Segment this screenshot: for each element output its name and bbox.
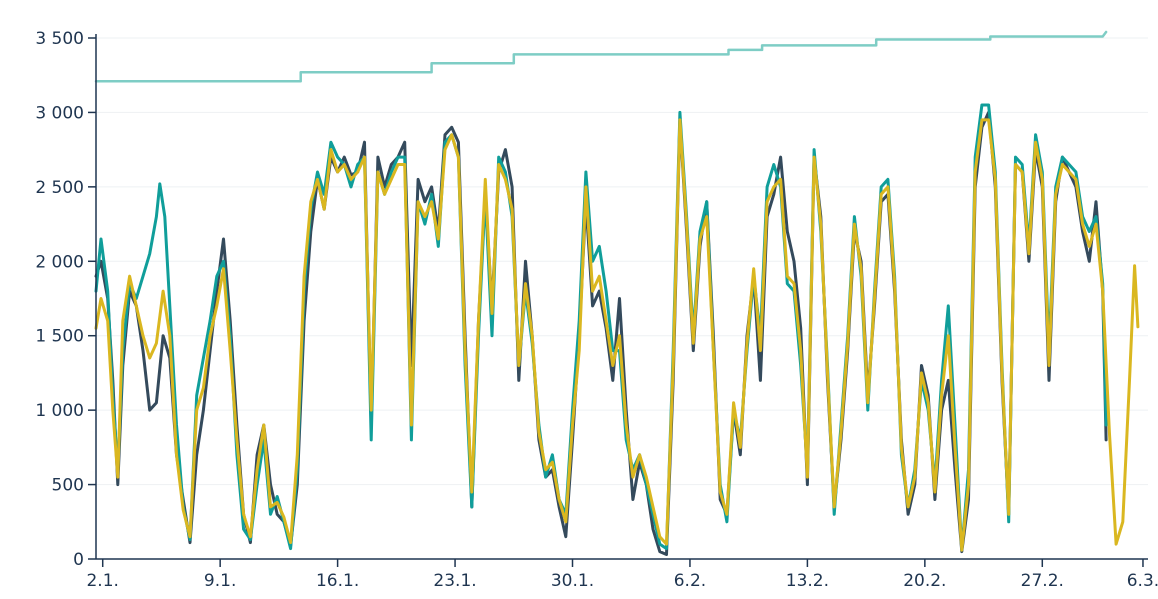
y-tick-label: 500 <box>52 476 84 496</box>
x-tick-label: 13.2. <box>786 571 829 591</box>
series-line-3 <box>94 103 1108 552</box>
x-tick-label: 27.2. <box>1021 571 1064 591</box>
y-tick-label: 0 <box>73 550 84 570</box>
x-tick-label: 6.3. <box>1127 571 1158 591</box>
series-line-2 <box>94 110 1108 556</box>
x-tick-label: 2.1. <box>86 571 118 591</box>
y-tick-label: 1 000 <box>35 401 84 421</box>
y-tick-label: 3 000 <box>35 103 84 123</box>
y-axis-labels: 0 500 1 000 1 500 2 000 2 500 3 000 3 500 <box>35 29 84 570</box>
y-tick-label: 1 500 <box>35 327 84 347</box>
axes <box>88 34 1148 567</box>
x-tick-label: 30.1. <box>551 571 594 591</box>
x-tick-label: 16.1. <box>316 571 359 591</box>
y-tick-label: 2 500 <box>35 178 84 198</box>
y-tick-label: 3 500 <box>35 29 84 49</box>
x-axis-labels: 2.1. 9.1. 16.1. 23.1. 30.1. 6.2. 13.2. 20.2. 27.… <box>86 571 1158 591</box>
series-layer <box>94 30 1140 556</box>
series-line-4 <box>94 118 1140 552</box>
x-tick-label: 23.1. <box>433 571 476 591</box>
y-tick-label: 2 000 <box>35 252 84 272</box>
gridlines <box>96 37 1148 486</box>
series-line-1 <box>94 30 1108 83</box>
x-tick-label: 20.2. <box>903 571 946 591</box>
x-tick-label: 6.2. <box>674 571 706 591</box>
x-tick-label: 9.1. <box>204 571 236 591</box>
